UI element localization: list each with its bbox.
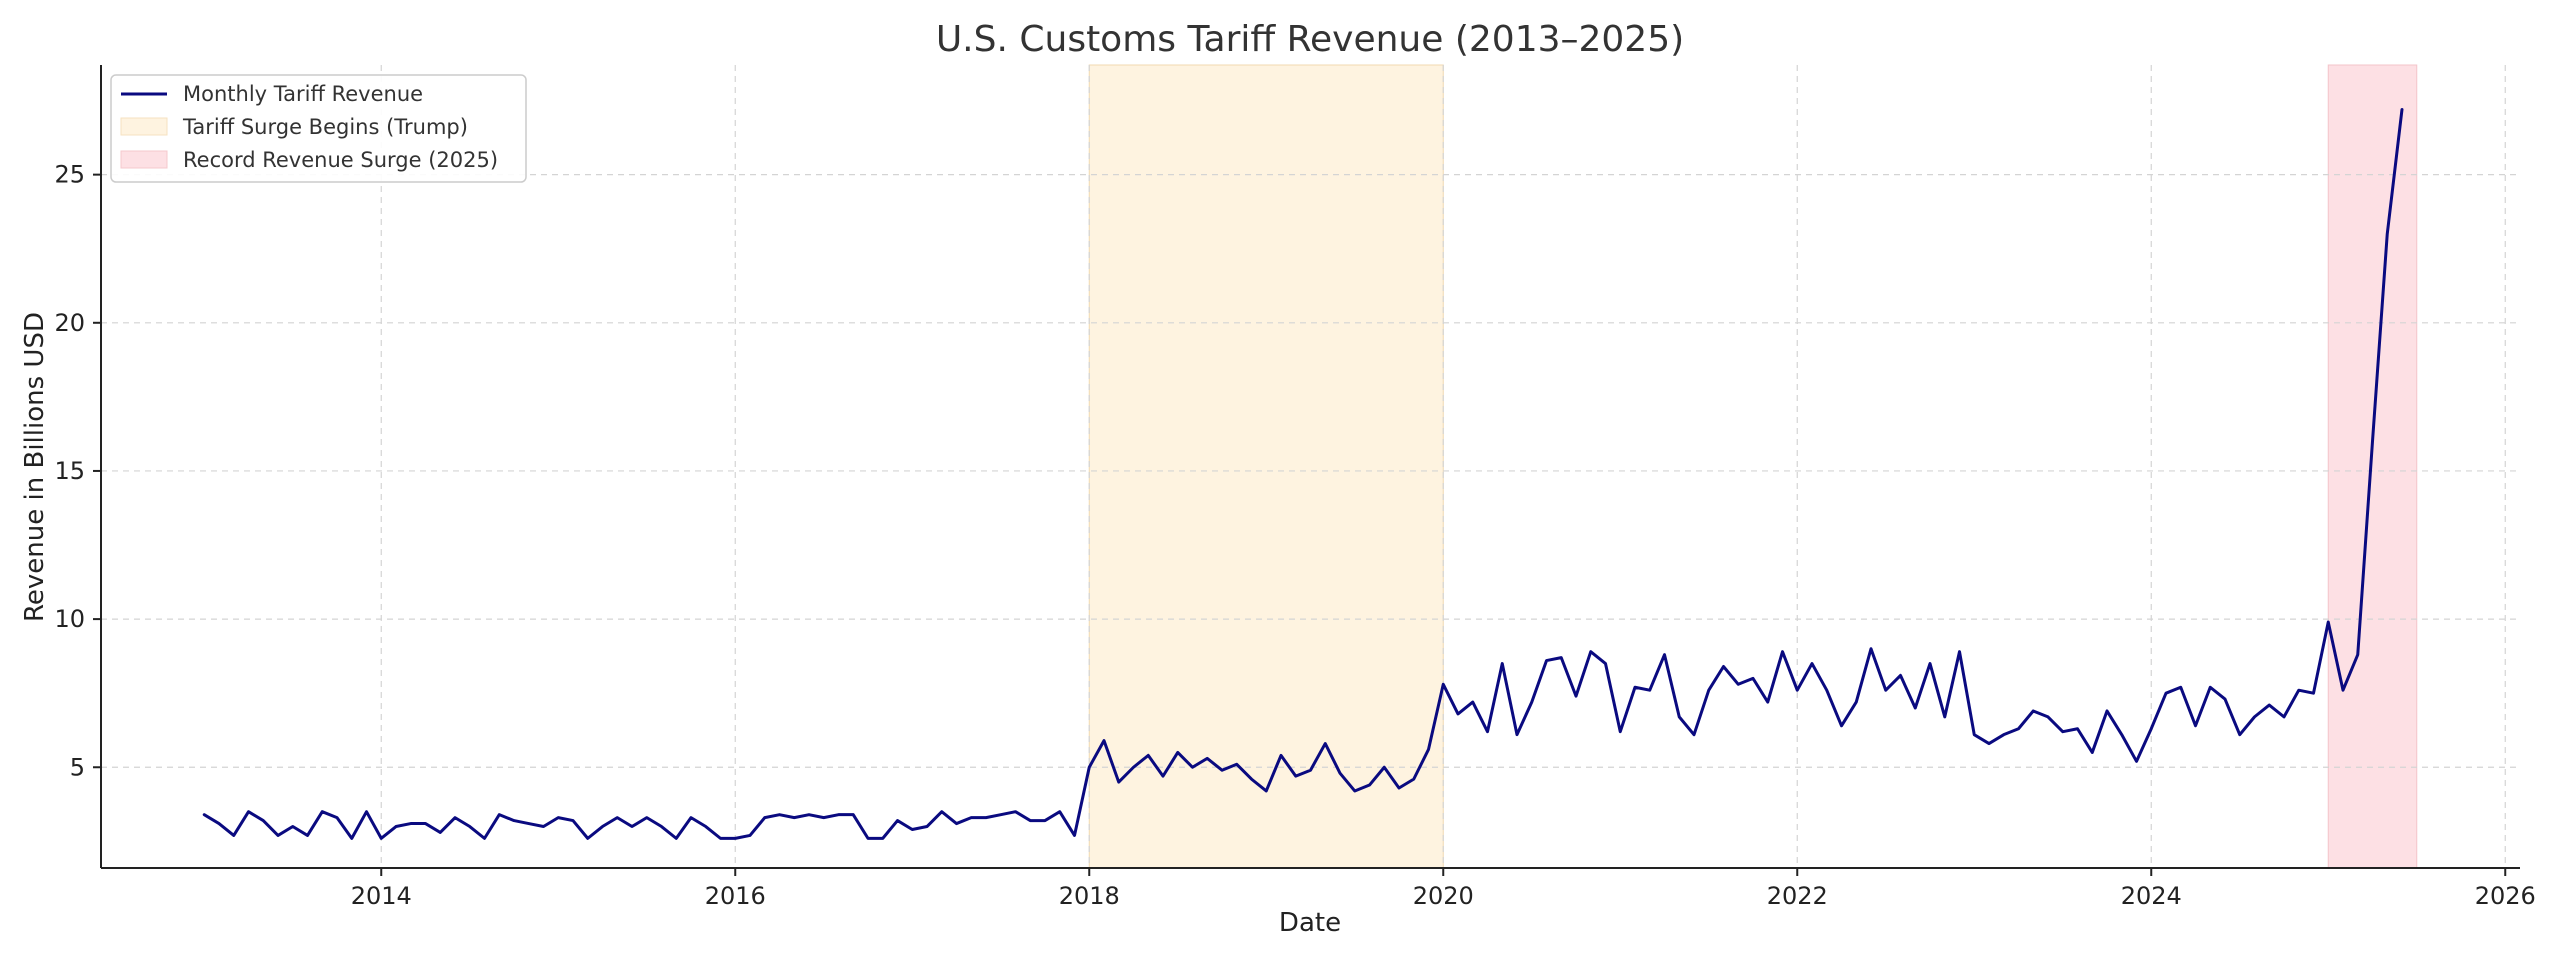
x-tick-label: 2018 <box>1059 882 1120 910</box>
legend-label-record-surge: Record Revenue Surge (2025) <box>183 148 498 172</box>
y-tick-label: 15 <box>54 457 85 485</box>
x-tick-label: 2014 <box>351 882 412 910</box>
x-tick-label: 2020 <box>1413 882 1474 910</box>
y-tick-label: 20 <box>54 309 85 337</box>
y-axis-ticks: 5 10 15 20 25 <box>54 161 101 781</box>
legend-swatch-trump-surge <box>120 117 168 136</box>
shaded-region-record-surge <box>2327 64 2418 869</box>
y-tick-label: 10 <box>54 605 85 633</box>
legend: Monthly Tariff Revenue Tariff Surge Begi… <box>110 74 527 183</box>
legend-label-monthly-revenue: Monthly Tariff Revenue <box>183 82 423 106</box>
gridlines <box>101 65 2520 868</box>
x-tick-label: 2022 <box>1767 882 1828 910</box>
series-lines <box>202 107 2404 840</box>
y-tick-label: 5 <box>70 753 85 781</box>
legend-swatch-record-surge <box>120 150 168 169</box>
legend-box <box>110 74 527 183</box>
legend-label-trump-surge: Tariff Surge Begins (Trump) <box>182 115 468 139</box>
chart-title: U.S. Customs Tariff Revenue (2013–2025) <box>936 19 1684 60</box>
shaded-regions <box>1088 64 2418 869</box>
y-axis-title: Revenue in Billions USD <box>20 312 50 622</box>
x-tick-label: 2016 <box>705 882 766 910</box>
x-tick-label: 2026 <box>2475 882 2536 910</box>
x-axis-title: Date <box>1279 908 1341 938</box>
series-line-monthly-tariff-revenue <box>202 107 2404 840</box>
x-tick-label: 2024 <box>2121 882 2182 910</box>
y-tick-label: 25 <box>54 161 85 189</box>
shaded-region-trump-surge <box>1088 64 1444 869</box>
x-axis-ticks: 2014 2016 2018 2020 2022 2024 2026 <box>351 868 2536 910</box>
